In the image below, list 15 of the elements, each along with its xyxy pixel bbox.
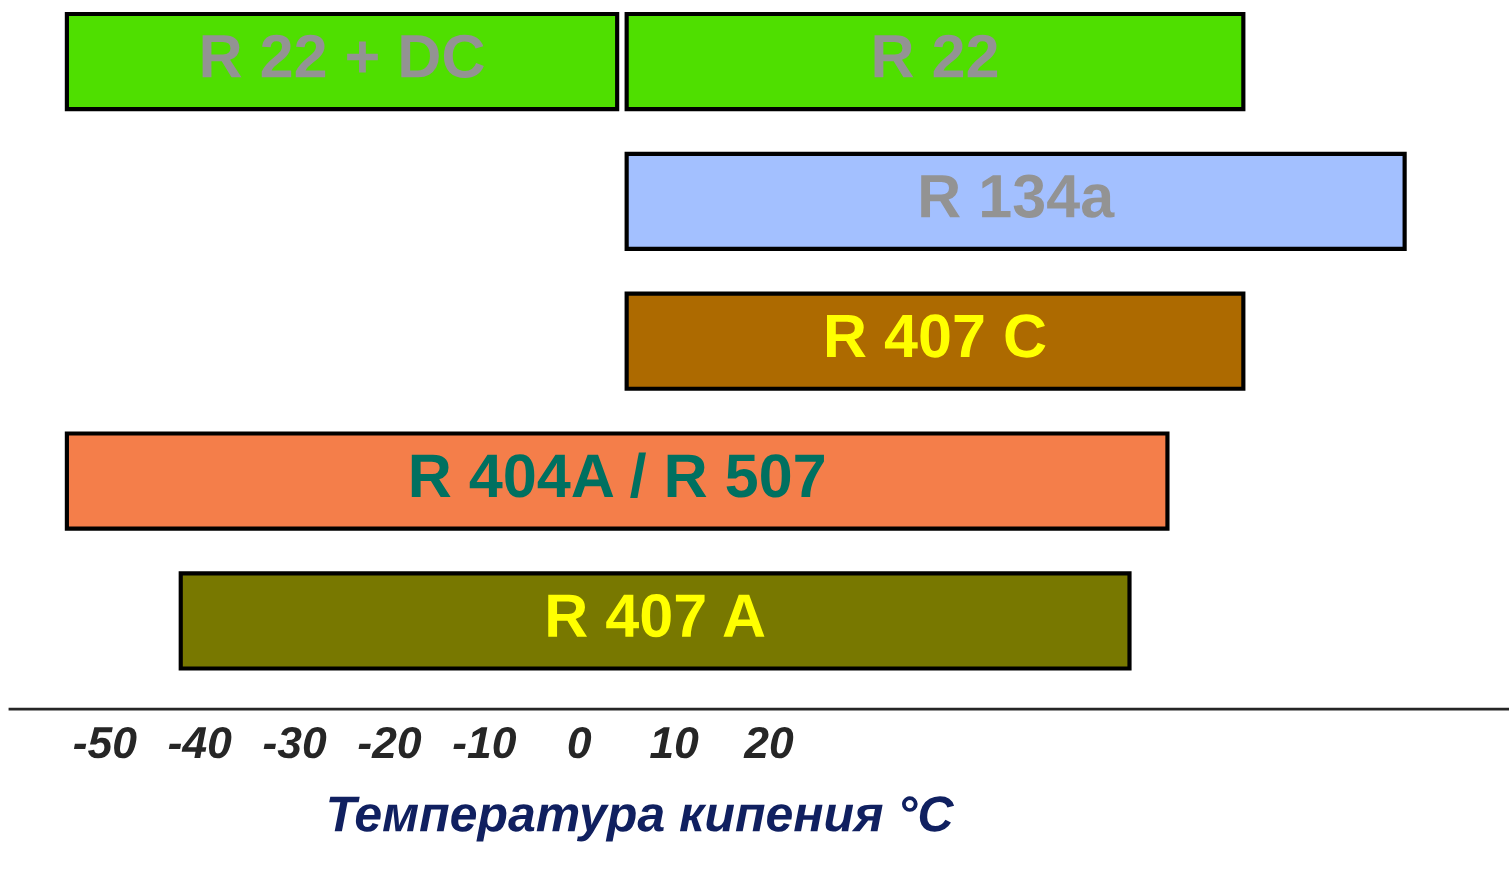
x-tick-label: -50 (73, 726, 137, 759)
x-tick-label: 0 (568, 726, 592, 759)
y-tick-label: R 22 (874, 34, 998, 78)
x-tick-label: -30 (263, 726, 327, 759)
y-tick-label: R 407 C (827, 314, 1046, 358)
y-tick-label: R 134a (921, 174, 1115, 218)
y-tick-label: R 404A / R 507 (411, 452, 824, 499)
x-tick-label: 10 (650, 726, 699, 759)
series-label: R 22 + DC (202, 34, 484, 78)
x-tick-label: -40 (168, 726, 232, 759)
x-tick-label: -20 (358, 726, 422, 759)
x-tick-label: -10 (453, 726, 517, 759)
x-axis-title: Температура кипения °C (329, 796, 955, 842)
y-tick-label: R 407 A (548, 594, 765, 638)
x-tick-label: 20 (743, 726, 794, 759)
